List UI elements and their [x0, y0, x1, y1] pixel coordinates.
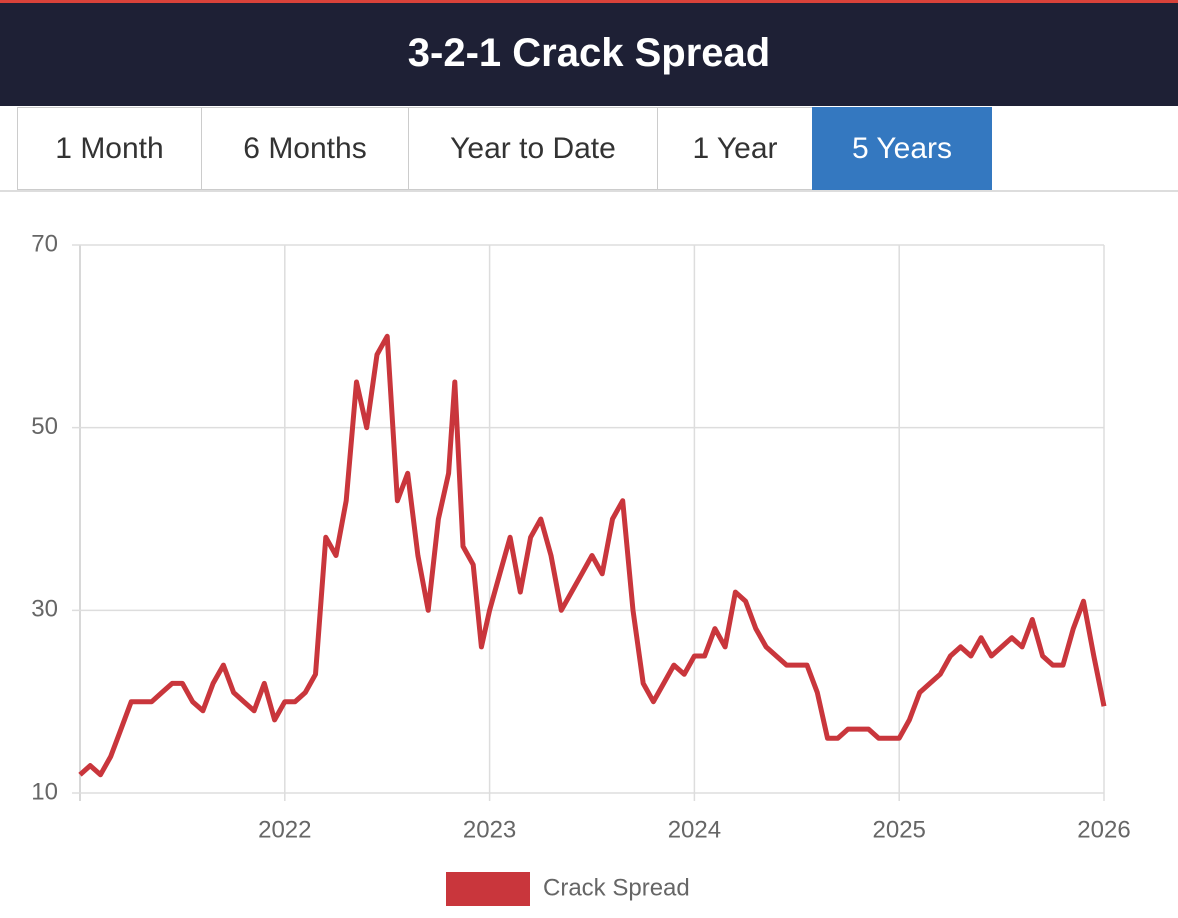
- x-tick-label: 2022: [258, 816, 311, 843]
- x-tick-label: 2024: [668, 816, 721, 843]
- data-line: [78, 333, 1107, 778]
- tab[interactable]: 1 Year: [657, 107, 813, 190]
- y-tick-label: 10: [31, 778, 58, 805]
- legend-swatch: [446, 872, 530, 906]
- legend-label: Crack Spread: [543, 874, 690, 901]
- tab[interactable]: Year to Date: [408, 107, 658, 190]
- x-tick-label: 2026: [1077, 816, 1130, 843]
- y-tick-label: 50: [31, 413, 58, 440]
- x-tick-label: 2025: [873, 816, 926, 843]
- tab[interactable]: 5 Years: [812, 107, 992, 190]
- x-tick-label: 2023: [463, 816, 516, 843]
- header-title: 3-2-1 Crack Spread: [0, 0, 1178, 106]
- y-tick-label: 30: [31, 596, 58, 623]
- tab-bar: 1 Month 6 Months Year to Date 1 Year 5 Years: [0, 107, 1178, 192]
- y-tick-label: 70: [31, 230, 58, 257]
- tab[interactable]: 1 Month: [17, 107, 202, 190]
